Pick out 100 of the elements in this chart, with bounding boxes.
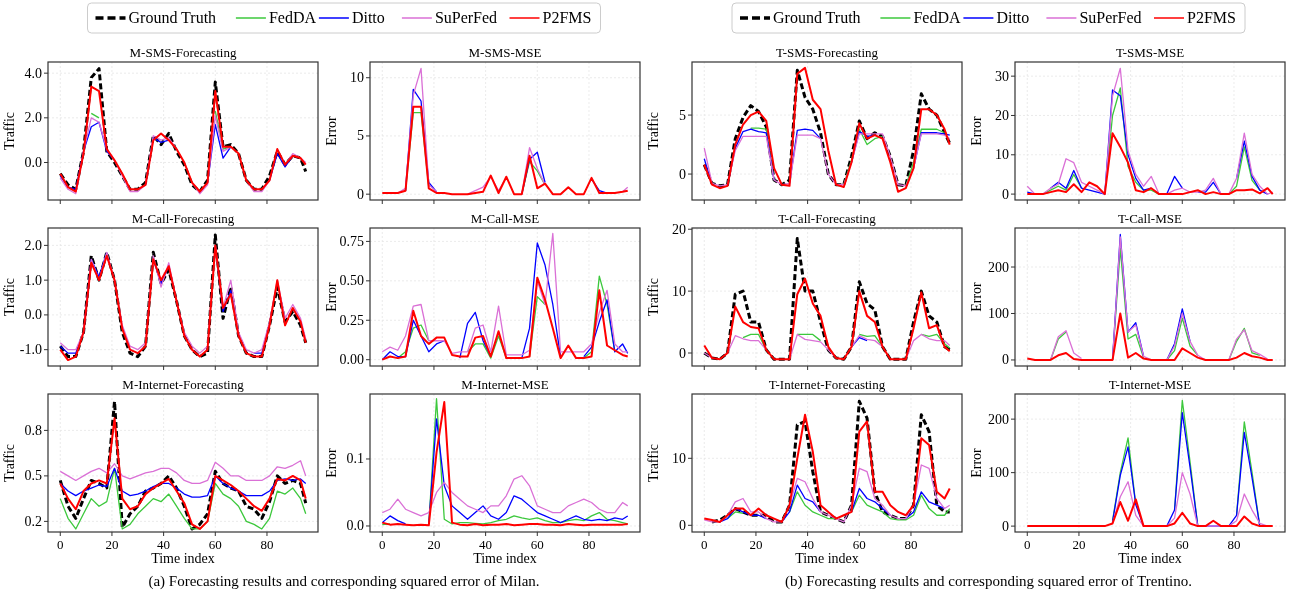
y-tick-label: 10	[672, 450, 686, 466]
legend-label: SuPerFed	[434, 9, 498, 26]
y-axis-title: Traffic	[2, 277, 17, 317]
y-tick-label: 0.0	[24, 307, 42, 323]
chart-title: M-Internet-Forecasting	[122, 377, 245, 392]
x-tick-label: 0	[1024, 537, 1031, 552]
legend-label: Ground Truth	[773, 9, 861, 26]
line-series	[381, 105, 629, 196]
y-tick-label: 0.00	[339, 352, 364, 368]
y-axis-title: Traffic	[2, 111, 17, 151]
y-axis-title: Error	[969, 115, 984, 146]
x-tick-label: 20	[1072, 537, 1086, 552]
y-tick-label: 0	[1002, 352, 1009, 368]
y-tick-label: 10	[995, 147, 1009, 163]
y-tick-label: 100	[988, 305, 1009, 321]
x-tick-label: 60	[1175, 537, 1189, 552]
line-series	[1026, 498, 1274, 528]
chart-title: T-Call-Forecasting	[778, 211, 877, 226]
y-tick-label: 10	[350, 70, 364, 86]
y-axis-title: Traffic	[646, 277, 661, 317]
y-tick-label: 1.0	[24, 272, 42, 288]
y-tick-label: 0	[679, 166, 686, 182]
line-series	[59, 467, 307, 530]
legend-label: SuPerFed	[1079, 9, 1142, 26]
y-axis-title: Error	[969, 447, 984, 478]
chart-title: T-Call-MSE	[1118, 211, 1182, 226]
chart-title: T-Internet-MSE	[1108, 377, 1192, 392]
x-tick-label: 20	[427, 537, 441, 552]
chart-title: M-SMS-Forecasting	[129, 45, 237, 60]
y-tick-label: 0	[1002, 518, 1009, 534]
y-tick-label: 5	[357, 128, 364, 144]
line-series	[59, 85, 307, 193]
x-axis-title: Time index	[473, 551, 537, 566]
line-series	[702, 237, 952, 361]
y-tick-label: 0.75	[339, 233, 364, 249]
legend-label: Ditto	[996, 9, 1030, 26]
x-tick-label: 0	[379, 537, 386, 552]
y-tick-label: 0.50	[339, 273, 364, 289]
chart-title: M-Call-MSE	[470, 211, 540, 226]
x-tick-label: 40	[1124, 537, 1138, 552]
y-tick-label: 10	[672, 283, 686, 299]
chart-title: M-Call-Forecasting	[131, 211, 235, 226]
legend-label: FedDA	[268, 9, 317, 26]
x-tick-label: 80	[582, 537, 596, 552]
y-tick-label: 0	[679, 517, 686, 533]
x-tick-label: 20	[105, 537, 119, 552]
x-tick-label: 40	[801, 537, 815, 552]
chart-title: T-SMS-Forecasting	[775, 45, 879, 60]
text: (a) Forecasting results and corresponding squared error of Milan.	[148, 573, 540, 590]
x-tick-label: 40	[157, 537, 171, 552]
text: (b) Forecasting results and corresponding squared error of Trentino.	[785, 573, 1192, 590]
y-tick-label: 0.0	[346, 518, 364, 534]
x-tick-label: 60	[530, 537, 544, 552]
line-series	[703, 277, 951, 361]
x-tick-label: 80	[904, 537, 918, 552]
x-tick-label: 60	[208, 537, 222, 552]
y-tick-label: 4.0	[24, 65, 42, 81]
line-series	[1026, 132, 1274, 196]
y-tick-label: 0.25	[339, 312, 364, 328]
y-tick-label: 2.0	[24, 237, 42, 253]
x-tick-label: 0	[57, 537, 64, 552]
y-axis-title: Error	[324, 115, 339, 146]
x-axis-title: Time index	[1118, 551, 1182, 566]
x-tick-label: 80	[260, 537, 274, 552]
x-axis-title: Time index	[151, 551, 215, 566]
y-tick-label: 20	[995, 107, 1009, 123]
y-axis-title: Error	[324, 281, 339, 312]
chart-title: M-Internet-MSE	[461, 377, 549, 392]
y-tick-label: 0.8	[24, 422, 42, 438]
chart-title: T-Internet-Forecasting	[768, 377, 886, 392]
line-series	[1026, 67, 1274, 195]
line-series	[58, 67, 308, 194]
y-tick-label: -1.0	[19, 342, 42, 358]
legend-label: P2FMS	[1187, 9, 1236, 26]
y-tick-label: 200	[988, 411, 1009, 427]
y-tick-label: 2.0	[24, 110, 42, 126]
line-series	[59, 460, 307, 485]
line-series	[59, 467, 307, 498]
y-tick-label: 0.0	[24, 154, 42, 170]
x-tick-label: 60	[852, 537, 866, 552]
legend-label: P2FMS	[542, 9, 592, 26]
line-series	[1026, 312, 1274, 361]
y-axis-title: Error	[324, 447, 339, 478]
y-axis-title: Traffic	[2, 443, 17, 483]
y-tick-label: 0.2	[24, 513, 42, 529]
y-tick-label: 5	[679, 107, 686, 123]
chart-title: M-SMS-MSE	[468, 45, 542, 60]
y-tick-label: 200	[988, 259, 1009, 275]
x-tick-label: 80	[1227, 537, 1241, 552]
x-axis-title: Time index	[795, 551, 859, 566]
y-tick-label: 100	[988, 465, 1009, 481]
x-tick-label: 40	[479, 537, 493, 552]
line-series	[381, 475, 629, 517]
chart-title: T-SMS-MSE	[1115, 45, 1185, 60]
x-tick-label: 0	[701, 537, 708, 552]
y-axis-title: Error	[969, 281, 984, 312]
y-tick-label: 0	[1002, 186, 1009, 202]
y-tick-label: 0	[679, 345, 686, 361]
legend-label: Ditto	[351, 9, 385, 26]
x-tick-label: 20	[749, 537, 763, 552]
